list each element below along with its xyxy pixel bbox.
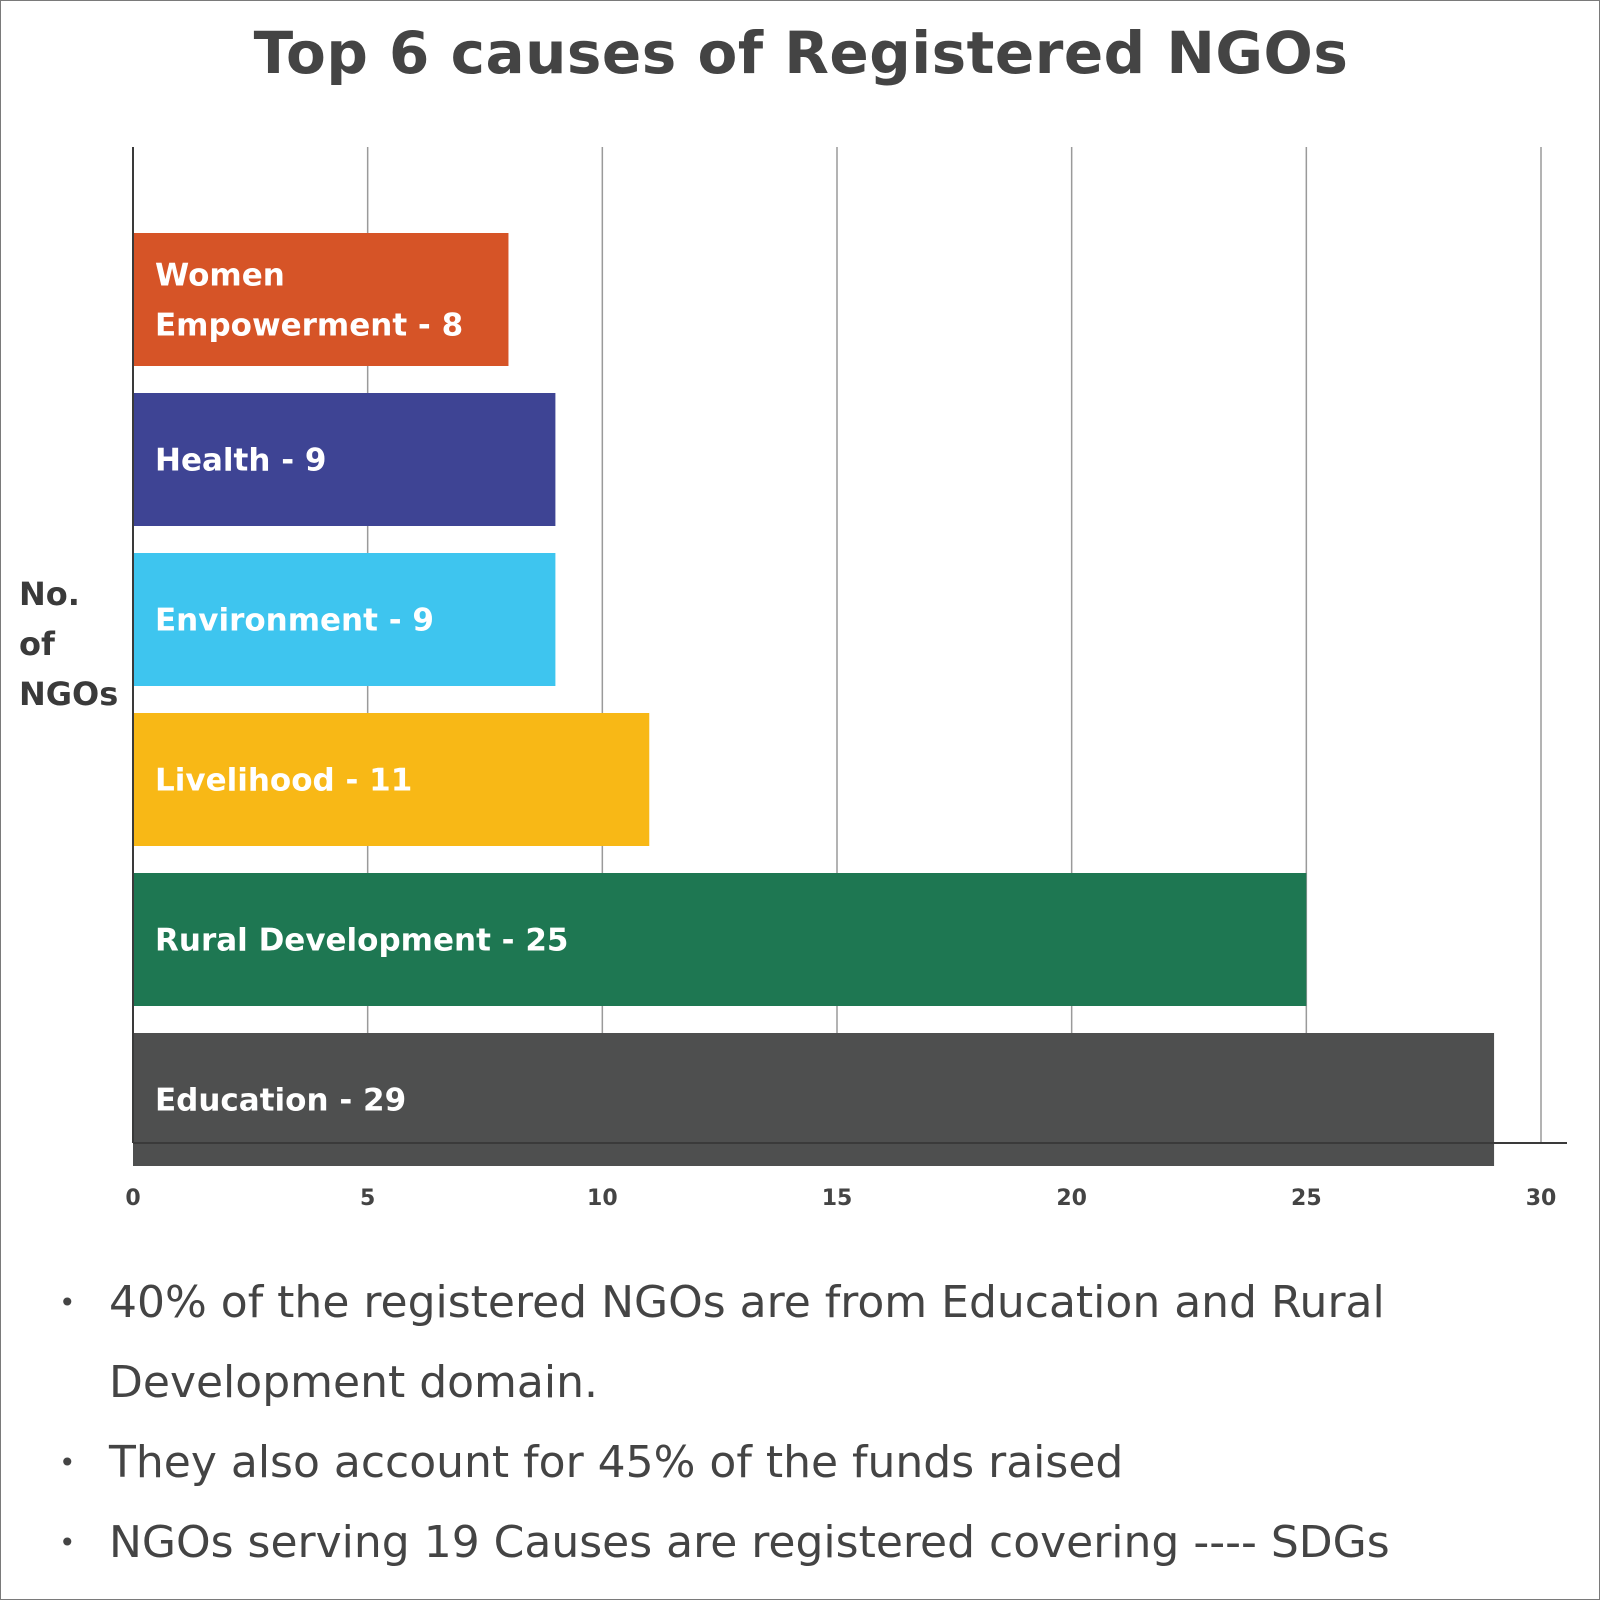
note-text: NGOs serving 19 Causes are registered co… <box>109 1517 1390 1568</box>
note-item: • NGOs serving 19 Causes are registered c… <box>59 1503 1589 1583</box>
x-tick-label: 5 <box>360 1186 375 1211</box>
x-tick-label: 15 <box>822 1186 853 1211</box>
bullet-dot: • <box>59 1286 76 1319</box>
bullet-dot: • <box>59 1526 76 1559</box>
y-axis-label-line: No. <box>19 575 80 613</box>
y-axis-label: No. of NGOs <box>19 569 129 719</box>
bar-label: Women <box>155 258 285 294</box>
note-item: • 40% of the registered NGOs are from Edu… <box>59 1263 1589 1423</box>
bar-label: Health - 9 <box>155 443 326 479</box>
bar-label: Environment - 9 <box>155 603 434 639</box>
bullet-dot: • <box>59 1446 76 1479</box>
bar-label: Education - 29 <box>155 1083 406 1119</box>
y-axis-label-line: NGOs <box>19 675 119 713</box>
bar-label: Rural Development - 25 <box>155 923 568 959</box>
notes-list: • 40% of the registered NGOs are from Edu… <box>59 1263 1589 1583</box>
x-tick-label: 25 <box>1291 1186 1322 1211</box>
x-tick-label: 30 <box>1526 1186 1557 1211</box>
bar-chart: Women Empowerment - 8 Health - 9 Environmen… <box>125 147 1567 1211</box>
note-item: • They also account for 45% of the funds … <box>59 1423 1589 1503</box>
bar <box>133 233 509 366</box>
bar <box>133 873 1307 1006</box>
note-text: 40% of the registered NGOs are from Educ… <box>109 1277 1385 1408</box>
bar-label: Livelihood - 11 <box>155 763 412 799</box>
y-axis-label-line: of <box>19 625 55 663</box>
bar <box>133 713 650 846</box>
bar-label: Empowerment - 8 <box>155 308 463 344</box>
note-text: They also account for 45% of the funds r… <box>109 1437 1124 1488</box>
x-tick-label: 20 <box>1056 1186 1087 1211</box>
bar <box>133 393 556 526</box>
x-tick-label: 10 <box>587 1186 618 1211</box>
chart-title: Top 6 causes of Registered NGOs <box>253 19 1349 87</box>
x-tick-label: 0 <box>125 1186 140 1211</box>
bar <box>133 553 556 686</box>
